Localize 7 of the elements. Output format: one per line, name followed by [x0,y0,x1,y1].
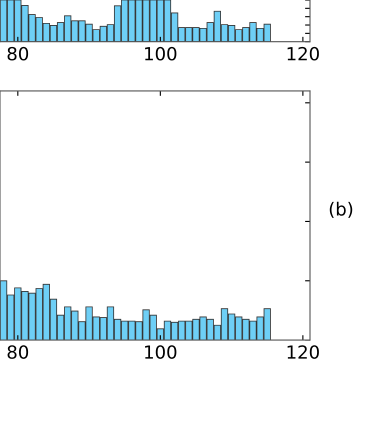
x-tick-label: 120 [288,345,319,359]
x-tick-label: 120 [288,46,319,61]
text: (b) [330,202,352,218]
x-tick-label: 100 [145,46,176,61]
x-tick-label: 100 [145,345,176,359]
x-tick-label: 80 [8,46,28,61]
x-tick-label: 80 [8,345,28,359]
